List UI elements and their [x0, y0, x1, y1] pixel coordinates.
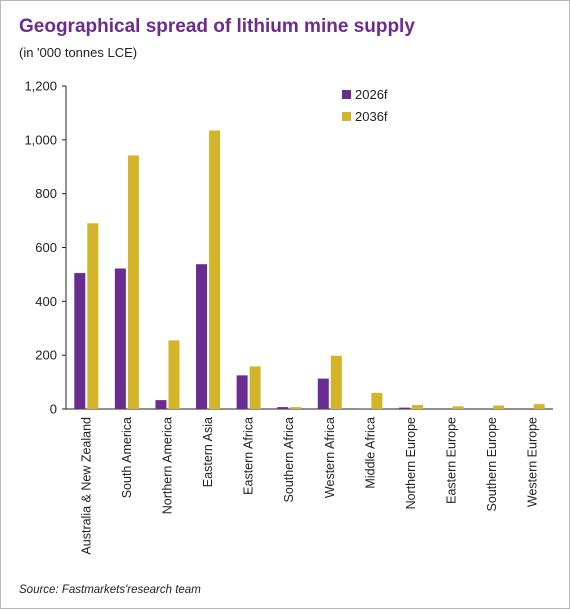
x-tick-label: South America	[120, 417, 134, 498]
legend-label-2036f: 2036f	[355, 109, 388, 124]
legend-swatch-2026f	[342, 90, 351, 99]
bar-2036f-7	[371, 392, 383, 409]
x-tick-label: Middle Africa	[363, 417, 377, 489]
bar-2026f-6	[317, 378, 329, 409]
bar-2036f-11	[533, 404, 545, 409]
x-tick-label: Western Africa	[323, 417, 337, 498]
x-tick-label: Northern America	[160, 417, 174, 514]
y-tick-label: 0	[50, 402, 57, 417]
chart-title: Geographical spread of lithium mine supp…	[19, 16, 415, 37]
chart-subtitle: (in '000 tonnes LCE)	[19, 45, 138, 60]
y-tick-label: 1,200	[24, 79, 57, 94]
bar-2036f-10	[493, 405, 505, 409]
bar-2036f-5	[290, 407, 302, 409]
legend-label-2026f: 2026f	[355, 87, 388, 102]
y-tick-label: 400	[35, 294, 57, 309]
bar-2026f-1	[114, 268, 126, 409]
bar-2026f-0	[74, 273, 86, 409]
bar-2036f-2	[168, 340, 180, 409]
bar-2026f-3	[196, 264, 208, 409]
bar-2026f-8	[398, 407, 410, 409]
x-tick-label: Western Europe	[526, 417, 540, 507]
bar-2036f-4	[249, 366, 261, 409]
x-tick-label: Southern Europe	[485, 417, 499, 512]
bar-2036f-3	[209, 130, 221, 409]
legend-swatch-2036f	[342, 112, 351, 121]
x-tick-label: Southern Africa	[282, 417, 296, 503]
y-tick-label: 800	[35, 186, 57, 201]
bar-2026f-2	[155, 400, 167, 409]
x-tick-label: Eastern Asia	[201, 417, 215, 487]
x-tick-label: Northern Europe	[404, 417, 418, 509]
y-tick-label: 200	[35, 348, 57, 363]
bar-2036f-1	[127, 155, 139, 409]
bar-2036f-9	[452, 406, 464, 409]
source-note: Source: Fastmarkets'research team	[19, 584, 201, 596]
x-tick-label: Australia & New Zealand	[79, 417, 93, 555]
bar-2026f-4	[236, 375, 248, 409]
x-tick-label: Eastern Europe	[445, 417, 459, 504]
bar-2026f-5	[277, 407, 289, 409]
bar-2036f-8	[411, 404, 423, 409]
y-tick-label: 600	[35, 240, 57, 255]
x-tick-label: Eastern Africa	[242, 417, 256, 495]
bar-2036f-0	[87, 223, 99, 409]
y-tick-label: 1,000	[24, 132, 57, 147]
bar-2036f-6	[330, 355, 342, 409]
bar-2026f-7	[358, 408, 370, 409]
